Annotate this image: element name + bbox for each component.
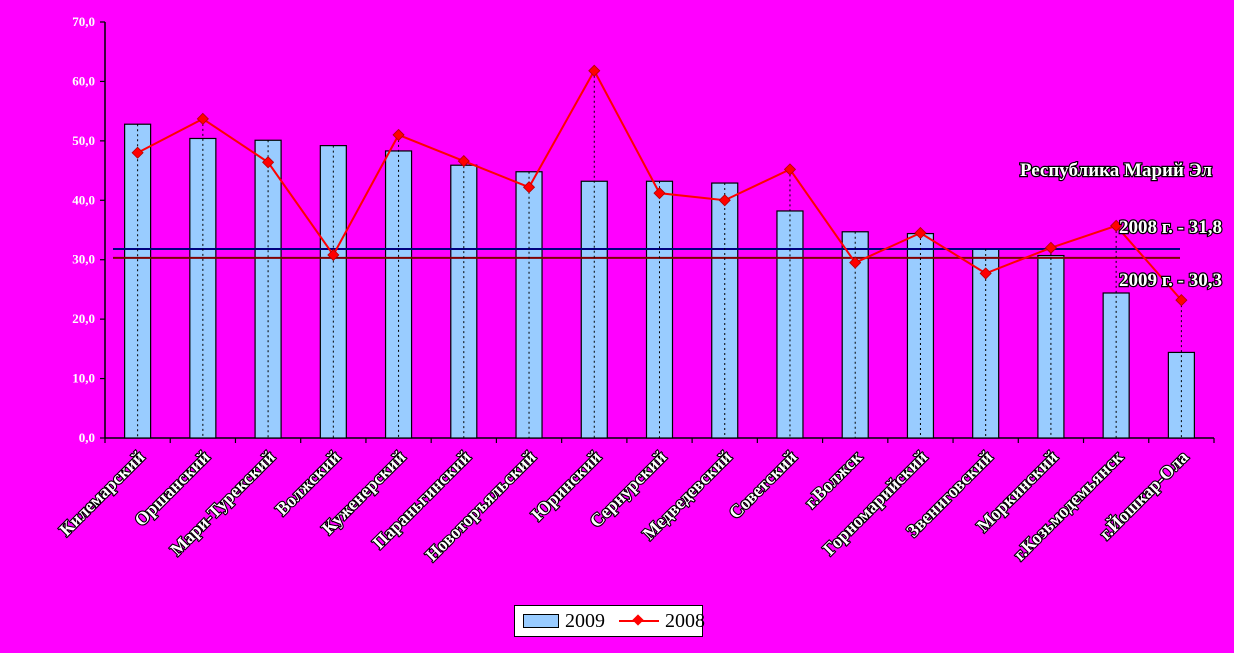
bar-2009 xyxy=(1037,254,1065,439)
y-tick-label: 30,0 xyxy=(72,252,95,267)
point-2008 xyxy=(131,146,144,159)
line-2008 xyxy=(131,64,1188,307)
bar-2009 xyxy=(972,248,1000,439)
point-2008 xyxy=(718,194,731,207)
reference-lines xyxy=(113,248,1180,259)
point-2008 xyxy=(588,64,601,77)
category-label: Советский xyxy=(725,447,801,523)
bars-2009 xyxy=(124,123,1195,439)
point-2008 xyxy=(914,226,927,240)
point-2008 xyxy=(327,248,340,262)
bar-2009 xyxy=(189,137,217,439)
legend-label-2008: 2008 xyxy=(665,609,705,632)
point-2008 xyxy=(1044,241,1057,254)
bar-2009 xyxy=(580,180,608,439)
bar-2009 xyxy=(254,139,282,439)
legend-item-2008: 2008 xyxy=(619,610,705,633)
y-tick-label: 40,0 xyxy=(72,192,95,207)
category-label: г.Волжск xyxy=(801,446,867,512)
y-tick-label: 0,0 xyxy=(79,430,95,445)
category-label: Новоторъяльский xyxy=(421,447,539,565)
y-tick-label: 60,0 xyxy=(72,73,95,88)
point-2008 xyxy=(849,256,862,269)
legend-swatch-2008 xyxy=(619,614,659,628)
legend-swatch-2009 xyxy=(523,614,559,628)
point-2008 xyxy=(979,267,992,280)
category-label: г.Козьмодемьянск xyxy=(1009,446,1127,564)
point-2008 xyxy=(392,128,405,141)
point-2008 xyxy=(196,112,209,125)
point-2008 xyxy=(522,181,536,194)
y-tick-label: 50,0 xyxy=(72,133,95,148)
point-2008 xyxy=(653,187,666,200)
annotations: Республика Марий Эл 2008 г. - 31,8 2009 … xyxy=(1019,159,1224,292)
annotation-2008-average: 2008 г. - 31,8 xyxy=(1119,217,1222,238)
drop-lines xyxy=(137,70,1182,438)
legend-label-2009: 2009 xyxy=(565,609,605,632)
legend-item-2009: 2009 xyxy=(523,610,605,633)
y-tick-label: 10,0 xyxy=(72,371,95,386)
legend: 2009 2008 xyxy=(514,605,705,637)
point-2008 xyxy=(1110,219,1123,232)
annotation-2009-average: 2009 г. - 30,3 xyxy=(1119,270,1222,291)
point-2008 xyxy=(783,163,797,176)
point-2008 xyxy=(1175,294,1188,307)
y-tick-label: 20,0 xyxy=(72,311,95,326)
y-tick-labels: 0,0 10,0 20,0 30,0 40,0 50,0 60,0 70,0 xyxy=(72,14,95,445)
point-2008 xyxy=(457,154,470,168)
category-labels: КилемарскийОршанскийМари-ТурекскийВолжск… xyxy=(54,445,1193,566)
annotation-republic: Республика Марий Эл xyxy=(1020,160,1212,181)
bar-2009 xyxy=(711,182,739,439)
category-label: Килемарский xyxy=(55,447,148,540)
point-2008 xyxy=(262,156,275,169)
y-tick-label: 70,0 xyxy=(72,14,95,29)
bar-2009 xyxy=(645,180,674,439)
